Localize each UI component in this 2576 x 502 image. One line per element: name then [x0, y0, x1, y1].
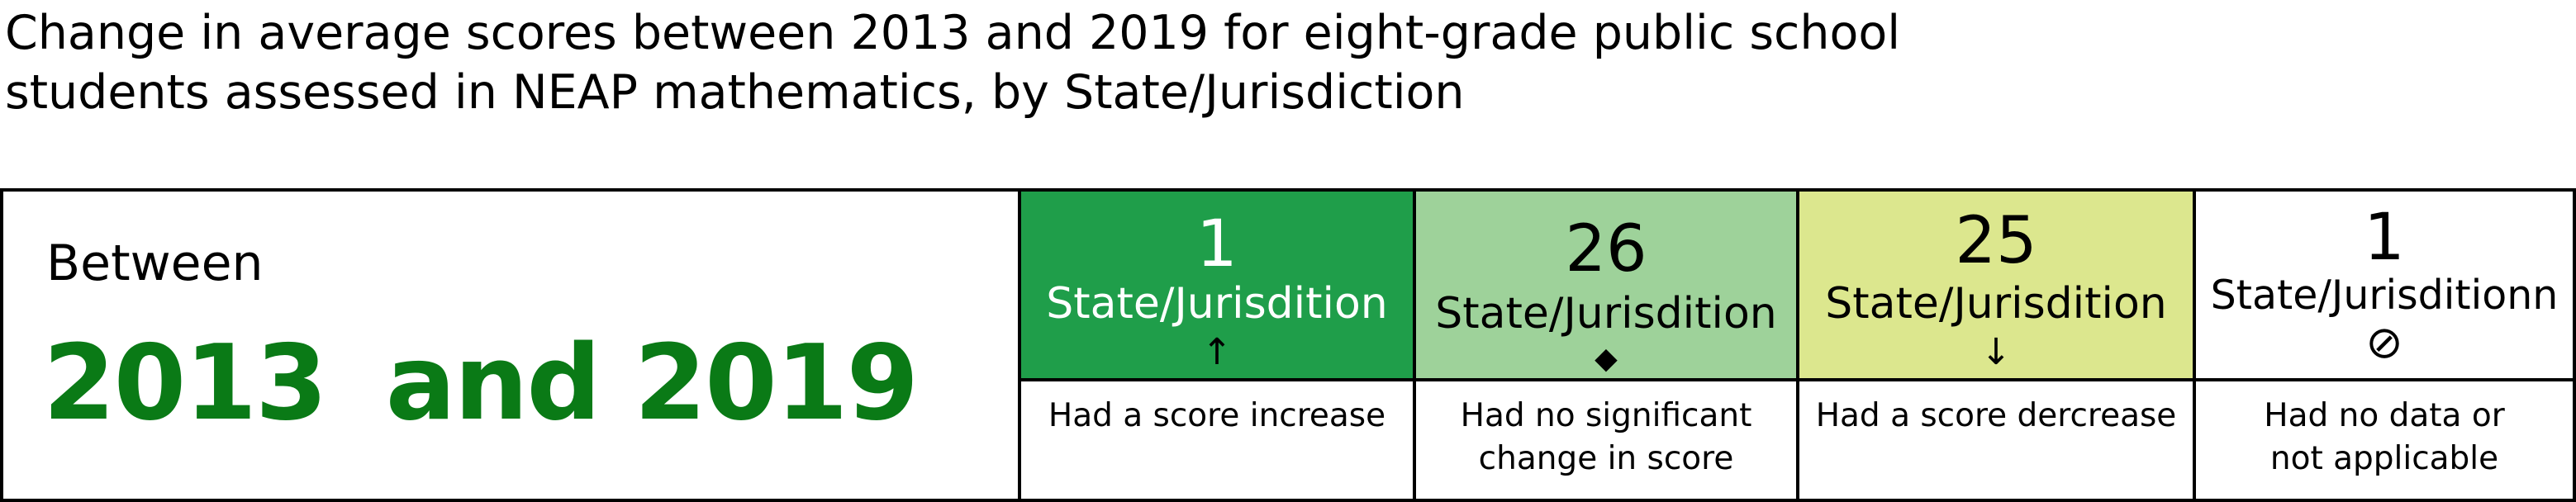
category-decrease-description-line: Had a score dercrease: [1815, 397, 2177, 434]
category-decrease-count: 25: [1955, 204, 2037, 278]
category-increase: 1 State/Jurisdition ↑ Had a score increa…: [1021, 192, 1416, 499]
category-decrease: 25 State/Jurisdition ↓ Had a score dercr…: [1799, 192, 2196, 499]
period-years: 2013 and 2019: [43, 322, 919, 443]
category-increase-box: 1 State/Jurisdition ↑: [1021, 192, 1413, 381]
category-no-data-description-line-1: Had no data or: [2264, 397, 2505, 434]
category-no-data-unit: State/Jurisditionn: [2210, 272, 2559, 319]
period-label: Between: [46, 234, 264, 292]
category-increase-unit: State/Jurisdition: [1046, 279, 1388, 329]
category-no-change: 26 State/Jurisdition ◆ Had no significan…: [1416, 192, 1799, 499]
title-line-1: Change in average scores between 2013 an…: [5, 6, 1901, 60]
category-no-change-unit: State/Jurisdition: [1435, 289, 1777, 339]
category-no-change-description-line-1: Had no significant: [1460, 397, 1752, 434]
category-increase-description-line: Had a score increase: [1048, 397, 1386, 434]
up-arrow-icon: ↑: [1201, 331, 1233, 373]
category-no-data-description-line-2: not applicable: [2269, 440, 2499, 477]
category-no-data-box: 1 State/Jurisditionn ⊘: [2196, 192, 2573, 381]
category-decrease-unit: State/Jurisdition: [1825, 279, 2167, 329]
category-increase-description: Had a score increase: [1021, 395, 1413, 438]
category-increase-count: 1: [1196, 207, 1238, 282]
title-line-2: students assessed in NEAP mathematics, b…: [5, 65, 1465, 120]
category-decrease-box: 25 State/Jurisdition ↓: [1799, 192, 2193, 381]
category-decrease-description: Had a score dercrease: [1799, 395, 2193, 438]
category-no-change-box: 26 State/Jurisdition ◆: [1416, 192, 1796, 381]
down-arrow-icon: ↓: [1980, 331, 2012, 373]
category-no-data: 1 State/Jurisditionn ⊘ Had no data or no…: [2196, 192, 2573, 499]
diamond-icon: ◆: [1595, 342, 1618, 376]
start-year: 2013: [43, 322, 328, 443]
no-data-icon: ⊘: [2365, 316, 2403, 368]
category-no-change-count: 26: [1565, 212, 1647, 287]
category-no-data-description: Had no data or not applicable: [2196, 395, 2573, 481]
end-year: and 2019: [385, 322, 919, 443]
category-no-data-count: 1: [2364, 201, 2405, 275]
chart-title: Change in average scores between 2013 an…: [5, 3, 1900, 122]
category-no-change-description-line-2: change in score: [1478, 440, 1734, 477]
summary-panel: Between 2013 and 2019 1 State/Jurisdition…: [0, 188, 2576, 502]
period-panel: Between 2013 and 2019: [3, 192, 1021, 499]
category-no-change-description: Had no significant change in score: [1416, 395, 1796, 481]
